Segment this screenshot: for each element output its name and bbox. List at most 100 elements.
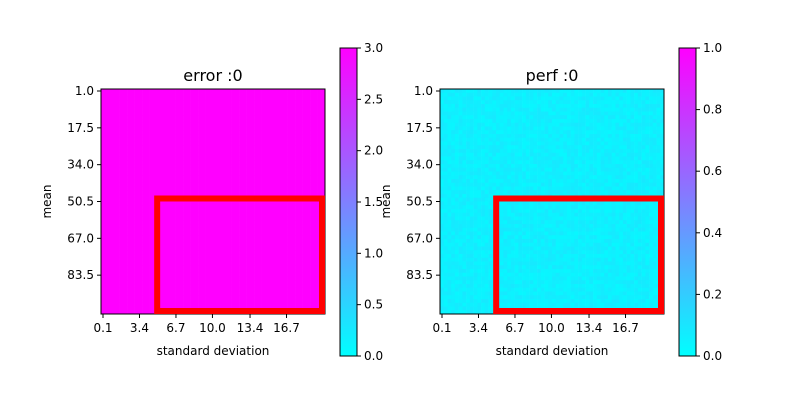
heatmap-cell [108,209,112,213]
heatmap-cell [176,228,180,232]
heatmap-cell [262,232,266,236]
heatmap-cell [522,97,526,101]
heatmap-cell [250,100,254,104]
heatmap-cell [172,205,176,209]
heatmap-cell [116,145,120,149]
heatmap-cell [213,123,217,127]
heatmap-cell [191,100,195,104]
heatmap-cell [492,138,496,142]
heatmap-cell [571,145,575,149]
heatmap-cell [601,130,605,134]
heatmap-cell [168,160,172,164]
heatmap-cell [112,235,116,239]
heatmap-cell [530,145,534,149]
heatmap-cell [176,164,180,168]
heatmap-cell [597,112,601,116]
heatmap-cell [288,292,292,296]
heatmap-cell [489,145,493,149]
heatmap-cell [232,228,236,232]
heatmap-cell [217,97,221,101]
heatmap-cell [627,157,631,161]
heatmap-cell [161,243,165,247]
heatmap-cell [556,142,560,146]
heatmap-cell [314,232,318,236]
heatmap-cell [217,224,221,228]
heatmap-cell [172,254,176,258]
heatmap-cell [247,220,251,224]
heatmap-cell [220,277,224,281]
heatmap-cell [303,187,307,191]
heatmap-cell [638,138,642,142]
heatmap-cell [515,97,519,101]
heatmap-cell [120,239,124,243]
heatmap-cell [228,295,232,299]
heatmap-cell [123,127,127,131]
heatmap-cell [150,250,154,254]
heatmap-cell [612,89,616,93]
heatmap-cell [462,145,466,149]
heatmap-cell [228,179,232,183]
heatmap-cell [235,127,239,131]
heatmap-cell [571,164,575,168]
heatmap-cell [455,115,459,119]
heatmap-cell [310,228,314,232]
heatmap-cell [314,295,318,299]
heatmap-cell [280,235,284,239]
heatmap-cell [168,247,172,251]
heatmap-cell [276,284,280,288]
heatmap-cell [481,149,485,153]
heatmap-cell [273,213,277,217]
heatmap-cell [220,232,224,236]
heatmap-cell [176,250,180,254]
heatmap-cell [310,115,314,119]
heatmap-cell [239,224,243,228]
heatmap-cell [470,108,474,112]
heatmap-cell [213,179,217,183]
heatmap-cell [183,142,187,146]
heatmap-cell [265,250,269,254]
heatmap-cell [138,288,142,292]
heatmap-cell [642,134,646,138]
heatmap-cell [511,134,515,138]
heatmap-cell [250,299,254,303]
heatmap-cell [250,115,254,119]
heatmap-cell [153,138,157,142]
heatmap-cell [232,138,236,142]
heatmap-cell [500,127,504,131]
heatmap-cell [597,138,601,142]
heatmap-cell [191,213,195,217]
heatmap-cell [254,89,258,93]
heatmap-cell [153,142,157,146]
heatmap-cell [295,205,299,209]
heatmap-cell [288,217,292,221]
heatmap-cell [459,134,463,138]
heatmap-cell [172,153,176,157]
heatmap-cell [135,205,139,209]
heatmap-cell [481,134,485,138]
heatmap-cell [183,213,187,217]
heatmap-cell [157,115,161,119]
heatmap-cell [284,273,288,277]
heatmap-cell [224,190,228,194]
heatmap-cell [548,149,552,153]
heatmap-cell [537,142,541,146]
heatmap-cell [235,100,239,104]
heatmap-cell [276,190,280,194]
heatmap-cell [254,145,258,149]
heatmap-cell [295,299,299,303]
heatmap-cell [243,217,247,221]
heatmap-cell [627,104,631,108]
heatmap-cell [161,224,165,228]
heatmap-cell [258,149,262,153]
heatmap-cell [601,138,605,142]
heatmap-cell [168,209,172,213]
heatmap-cell [142,228,146,232]
heatmap-cell [131,130,135,134]
heatmap-cell [179,138,183,142]
heatmap-cell [161,149,165,153]
heatmap-cell [284,187,288,191]
heatmap-cell [522,172,526,176]
heatmap-cell [597,123,601,127]
heatmap-cell [303,108,307,112]
heatmap-cell [239,190,243,194]
